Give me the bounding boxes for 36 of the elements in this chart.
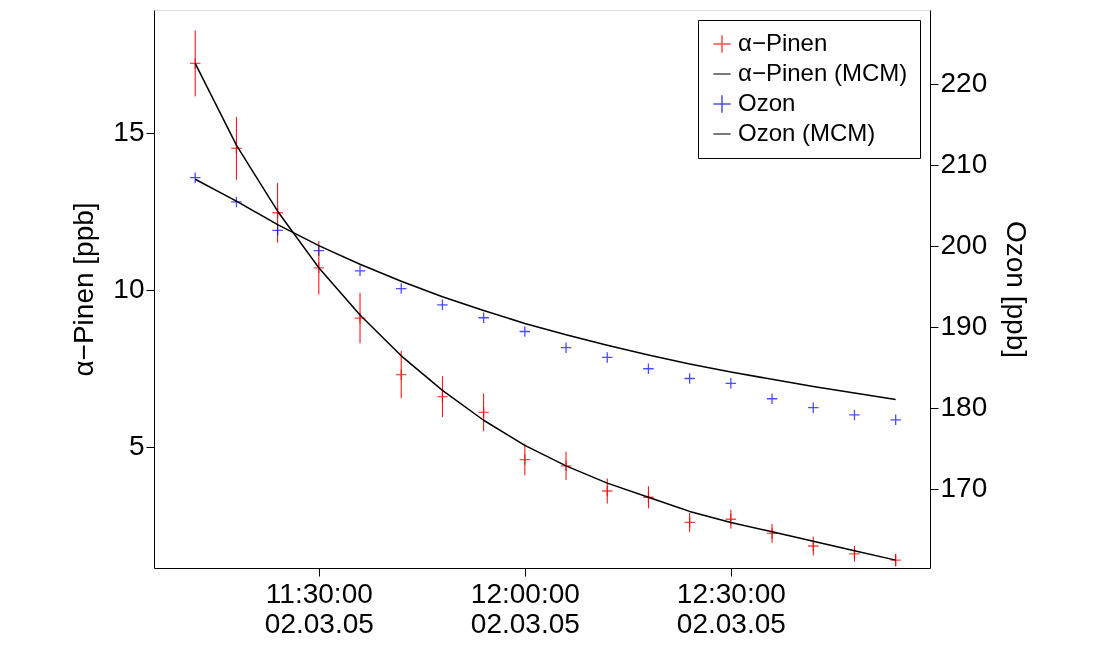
y2-tick-label: 190 (940, 310, 988, 342)
legend-label: α−Pinen (738, 29, 828, 56)
y2-tick-label: 170 (940, 472, 988, 504)
point (436, 298, 449, 311)
y-axis-title: α−Pinen [ppb] (68, 202, 100, 377)
x-tick-label: 12:00:00 02.03.05 (470, 577, 580, 639)
legend-label: Ozon (MCM) (738, 119, 876, 146)
point (560, 341, 572, 354)
x-tick-label: 12:30:00 02.03.05 (676, 577, 786, 639)
point (312, 244, 325, 257)
point (354, 264, 366, 277)
point (230, 196, 243, 208)
point (889, 413, 902, 426)
x-tick-label: 11:30:00 02.03.05 (264, 577, 374, 639)
y-tick-label: 5 (128, 430, 145, 462)
point (848, 409, 861, 421)
point (601, 351, 614, 364)
legend-label: Ozon (738, 89, 796, 116)
point (518, 325, 531, 338)
point (766, 392, 778, 405)
legend-label: α−Pinen (MCM) (738, 59, 908, 86)
point (189, 171, 202, 184)
point (807, 401, 820, 414)
y-tick-label: 10 (113, 273, 145, 305)
point (271, 224, 284, 237)
point (683, 372, 696, 385)
point (642, 362, 655, 375)
point (477, 311, 490, 324)
y2-tick-label: 200 (940, 229, 988, 261)
point (724, 377, 737, 390)
y-tick-label: 15 (113, 116, 145, 148)
y2-axis-title: Ozon [ppb] (1001, 221, 1033, 358)
y2-tick-label: 220 (940, 67, 988, 99)
y2-tick-label: 180 (940, 391, 988, 423)
y2-tick-label: 210 (940, 148, 988, 180)
point (395, 282, 408, 295)
